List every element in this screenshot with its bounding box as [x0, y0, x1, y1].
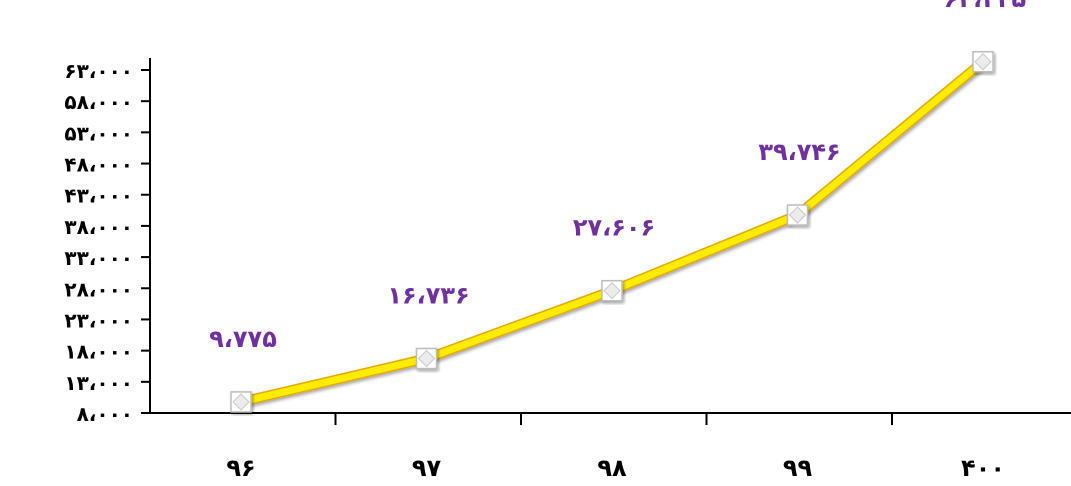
data-point-marker — [230, 391, 252, 413]
data-point-marker — [415, 347, 438, 370]
y-tick-label: ۴۸،۰۰۰ — [64, 153, 133, 177]
y-tick-label: ۱۸،۰۰۰ — [64, 340, 133, 364]
data-point-marker — [786, 204, 809, 226]
y-tick-label: ۲۸،۰۰۰ — [64, 277, 133, 301]
x-tick-label: ۹۹ — [783, 454, 813, 482]
y-tick-label: ۳۸،۰۰۰ — [64, 215, 133, 239]
y-tick-label: ۴۳،۰۰۰ — [64, 184, 133, 208]
data-label: ۲۷،۶۰۶ — [573, 214, 655, 242]
y-tick-label: ۵۸،۰۰۰ — [64, 90, 133, 114]
y-tick-label: ۶۳،۰۰۰ — [64, 59, 133, 83]
data-point-marker — [972, 50, 994, 73]
y-tick-label: ۲۳،۰۰۰ — [64, 308, 133, 332]
x-tick-label: ۹۷ — [412, 454, 442, 482]
data-label: ۳۹،۷۴۶ — [758, 138, 840, 166]
y-tick-label: ۵۳،۰۰۰ — [64, 121, 133, 145]
data-label: ۶۴،۳۲۵ — [944, 0, 1026, 13]
y-tick-label: ۸،۰۰۰ — [77, 402, 133, 426]
y-axis-ticks: ۸،۰۰۰ ۱۳،۰۰۰ ۱۸،۰۰۰ ۲۳،۰۰۰ ۲۸،۰۰۰ ۳۳،۰۰۰ ۳۸،۰۰… — [64, 59, 150, 426]
data-point-marker — [601, 279, 623, 302]
data-point-markers — [230, 50, 994, 413]
data-label: ۱۶،۷۳۶ — [387, 282, 469, 310]
y-tick-label: ۳۳،۰۰۰ — [64, 246, 133, 270]
data-label: ۹،۷۷۵ — [209, 325, 277, 353]
x-tick-label: ۴۰۰ — [961, 454, 1005, 482]
x-tick-label: ۹۸ — [597, 454, 627, 482]
data-labels: ۹،۷۷۵ ۱۶،۷۳۶ ۲۷،۶۰۶ ۳۹،۷۴۶ ۶۴،۳۲۵ — [209, 0, 1026, 353]
y-tick-label: ۱۳،۰۰۰ — [64, 371, 133, 395]
x-axis-ticks: ۹۶ ۹۷ ۹۸ ۹۹ ۴۰۰ — [226, 413, 1005, 482]
x-tick-label: ۹۶ — [226, 454, 255, 482]
